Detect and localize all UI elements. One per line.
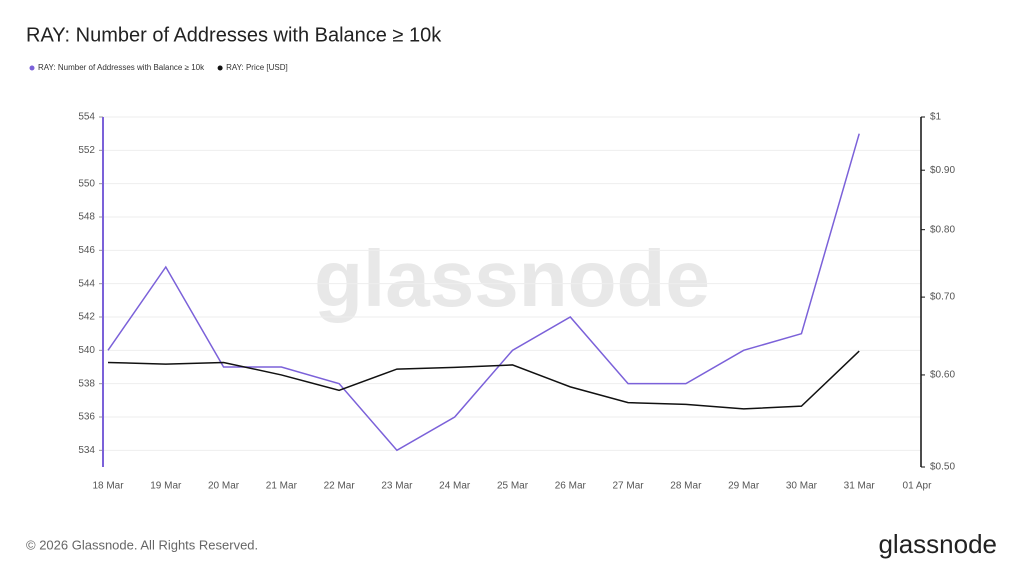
legend-label: RAY: Number of Addresses with Balance ≥ … [38,63,205,72]
series-line [107,350,860,410]
x-tick-label: 28 Mar [670,481,702,492]
y-tick-label: 554 [78,112,95,123]
y2-tick-label: $0.90 [930,165,955,176]
y-tick-label: 540 [78,345,95,356]
y-tick-label: 548 [78,212,95,223]
y-tick-label: 536 [78,412,95,423]
x-tick-label: 30 Mar [786,481,818,492]
y2-tick-label: $0.50 [930,462,955,473]
y-tick-label: 552 [78,145,95,156]
x-tick-label: 29 Mar [728,481,760,492]
y-tick-label: 546 [78,245,95,256]
x-tick-label: 26 Mar [555,481,587,492]
x-tick-label: 18 Mar [92,481,124,492]
copyright: © 2026 Glassnode. All Rights Reserved. [26,537,258,552]
x-tick-label: 01 Apr [903,481,933,492]
x-tick-label: 23 Mar [381,481,413,492]
y-tick-label: 538 [78,378,95,389]
series-line [107,133,860,452]
x-tick-label: 31 Mar [844,481,876,492]
y-tick-label: 542 [78,312,95,323]
legend-label: RAY: Price [USD] [226,63,288,72]
x-tick-label: 22 Mar [324,481,356,492]
y-tick-label: 534 [78,445,95,456]
y2-tick-label: $0.80 [930,224,955,235]
x-tick-label: 20 Mar [208,481,240,492]
watermark: glassnode [314,234,710,323]
x-tick-label: 24 Mar [439,481,471,492]
logo: glassnode [878,529,997,559]
y2-tick-label: $0.70 [930,292,955,303]
chart-title: RAY: Number of Addresses with Balance ≥ … [26,24,442,46]
y2-tick-label: $1 [930,112,942,123]
x-tick-label: 27 Mar [613,481,645,492]
y-tick-label: 544 [78,278,95,289]
x-tick-label: 19 Mar [150,481,182,492]
legend-dot [217,65,223,71]
y2-tick-label: $0.60 [930,370,955,381]
x-tick-label: 21 Mar [266,481,298,492]
legend-dot [29,65,35,71]
x-tick-label: 25 Mar [497,481,529,492]
y-tick-label: 550 [78,178,95,189]
